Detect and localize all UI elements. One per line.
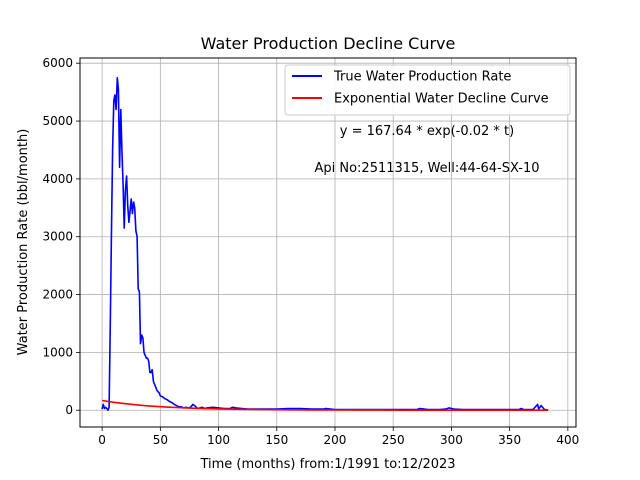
y-tick-label: 0 [65,403,73,417]
x-tick-label: 250 [382,433,405,447]
x-tick-label: 300 [440,433,463,447]
exponential-decline-curve-line [101,399,549,412]
legend: True Water Production Rate Exponential W… [284,64,571,116]
x-tick-label: 350 [498,433,521,447]
chart-title: Water Production Decline Curve [201,34,456,53]
well-info-annotation: Api No:2511315, Well:44-64-SX-10 [314,161,539,176]
plot-frame [79,57,577,428]
x-tick-label: 400 [556,433,579,447]
y-tick-label: 4000 [42,172,73,186]
equation-annotation: y = 167.64 * exp(-0.02 * t) [340,124,514,139]
x-axis-label: Time (months) from:1/1991 to:12/2023 [199,457,455,472]
legend-box [284,64,571,116]
y-axis-label: Water Production Rate (bbl/month) [16,129,31,356]
y-tick-label: 2000 [42,288,73,302]
x-tick-label: 150 [265,433,288,447]
x-tick-label: 0 [98,433,106,447]
legend-label-exponential-curve: Exponential Water Decline Curve [334,92,549,107]
y-tick-label: 3000 [42,230,73,244]
x-tick-label: 50 [153,433,168,447]
legend-label-true-rate: True Water Production Rate [333,70,511,85]
x-tick-label: 200 [324,433,347,447]
y-tick-label: 5000 [42,114,73,128]
y-tick-label: 1000 [42,345,73,359]
y-tick-label: 6000 [42,56,73,70]
x-tick-label: 100 [207,433,230,447]
